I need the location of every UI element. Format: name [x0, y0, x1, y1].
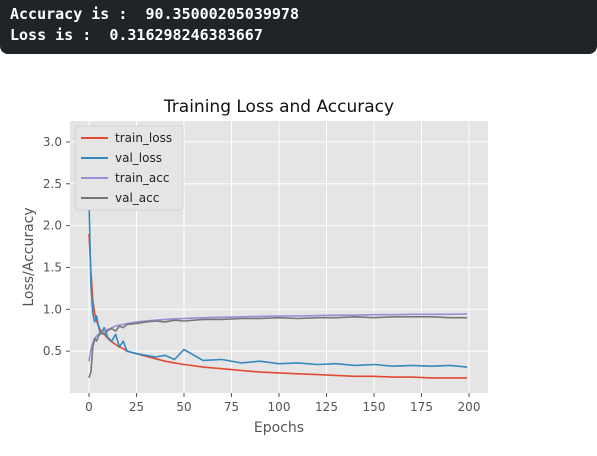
- x-tick-label: 125: [315, 400, 338, 414]
- legend-label-val-loss: val_loss: [115, 151, 162, 165]
- tick-layer: 0 25 50 75 100 125 150 175 200 0.5 1.0 1.5 2.0 2.5 3.0: [43, 135, 481, 414]
- x-tick-label: 175: [410, 400, 433, 414]
- y-tick-label: 1.5: [43, 260, 62, 274]
- x-axis-label: Epochs: [254, 420, 304, 436]
- loss-accuracy-chart: Training Loss and Accuracy 0 25 50 75 100 125…: [21, 97, 488, 436]
- legend-label-train-loss: train_loss: [115, 131, 172, 145]
- legend-box: [74, 125, 184, 211]
- x-tick-label: 100: [268, 400, 291, 414]
- chart-container: Training Loss and Accuracy 0 25 50 75 100 125…: [0, 54, 597, 451]
- series-line-val-loss: [88, 200, 468, 368]
- console-output: Accuracy is : 90.35000205039978 Loss is :…: [0, 0, 597, 54]
- x-tick-label: 150: [363, 400, 386, 414]
- y-tick-label: 2.0: [43, 219, 62, 233]
- y-tick-label: 2.5: [43, 177, 62, 191]
- y-tick-label: 0.5: [43, 344, 62, 358]
- x-tick-label: 25: [129, 400, 144, 414]
- loss-line: Loss is : 0.316298246383667: [10, 26, 263, 44]
- chart-title: Training Loss and Accuracy: [163, 97, 394, 117]
- y-tick-label: 3.0: [43, 135, 62, 149]
- x-tick-label: 50: [176, 400, 191, 414]
- x-tick-label: 200: [458, 400, 481, 414]
- accuracy-line: Accuracy is : 90.35000205039978: [10, 5, 299, 23]
- legend-label-val-acc: val_acc: [115, 191, 159, 205]
- y-axis-label: Loss/Accuracy: [21, 207, 37, 306]
- grid-layer: [70, 121, 488, 393]
- legend-label-train-acc: train_acc: [115, 171, 169, 185]
- series-layer: [88, 200, 468, 379]
- y-tick-label: 1.0: [43, 302, 62, 316]
- x-tick-label: 0: [85, 400, 93, 414]
- series-line-val-acc: [88, 316, 468, 379]
- legend: train_loss val_loss train_acc val_acc: [74, 125, 184, 211]
- x-tick-label: 75: [224, 400, 239, 414]
